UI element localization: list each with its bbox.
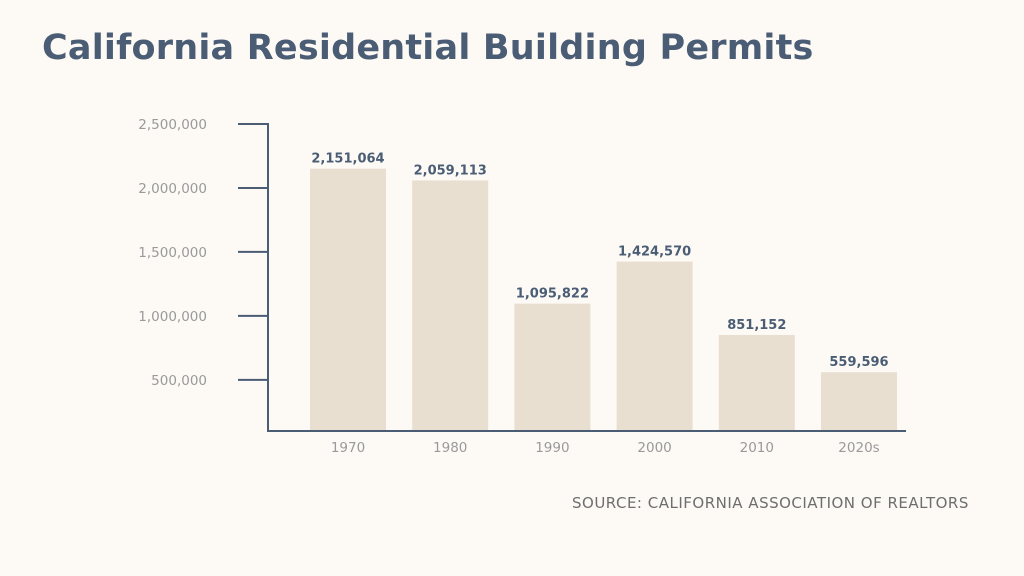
data-label-1970: 2,151,064 (311, 152, 384, 167)
chart-title: California Residential Building Permits (42, 28, 814, 68)
data-label-1980: 2,059,113 (414, 163, 487, 178)
y-tick-label-2500000: 2,500,000 (138, 117, 207, 133)
bar-2000 (616, 261, 693, 431)
x-tick-label-1980: 1980 (433, 440, 467, 456)
x-tick-label-1970: 1970 (331, 440, 365, 456)
x-tick-label-2000: 2000 (637, 440, 671, 456)
y-tick-label-2000000: 2,000,000 (138, 181, 207, 197)
x-tick-label-2010: 2010 (740, 440, 774, 456)
x-tick-label-2020s: 2020s (838, 440, 879, 456)
data-label-2020s: 559,596 (829, 355, 888, 370)
data-label-2000: 1,424,570 (618, 245, 691, 260)
x-tick-label-1990: 1990 (535, 440, 569, 456)
bar-2010 (718, 334, 795, 431)
y-tick-label-1000000: 1,000,000 (138, 309, 207, 325)
source-note: SOURCE: CALIFORNIA ASSOCIATION OF REALTO… (572, 494, 969, 512)
bar-2020s (821, 372, 897, 431)
y-tick-label-1500000: 1,500,000 (138, 245, 207, 261)
data-label-2010: 851,152 (727, 318, 786, 333)
y-tick-label-500000: 500,000 (151, 373, 207, 389)
bar-1980 (412, 180, 489, 431)
bar-1970 (310, 168, 386, 431)
data-label-1990: 1,095,822 (516, 287, 589, 302)
bar-1990 (514, 303, 591, 431)
